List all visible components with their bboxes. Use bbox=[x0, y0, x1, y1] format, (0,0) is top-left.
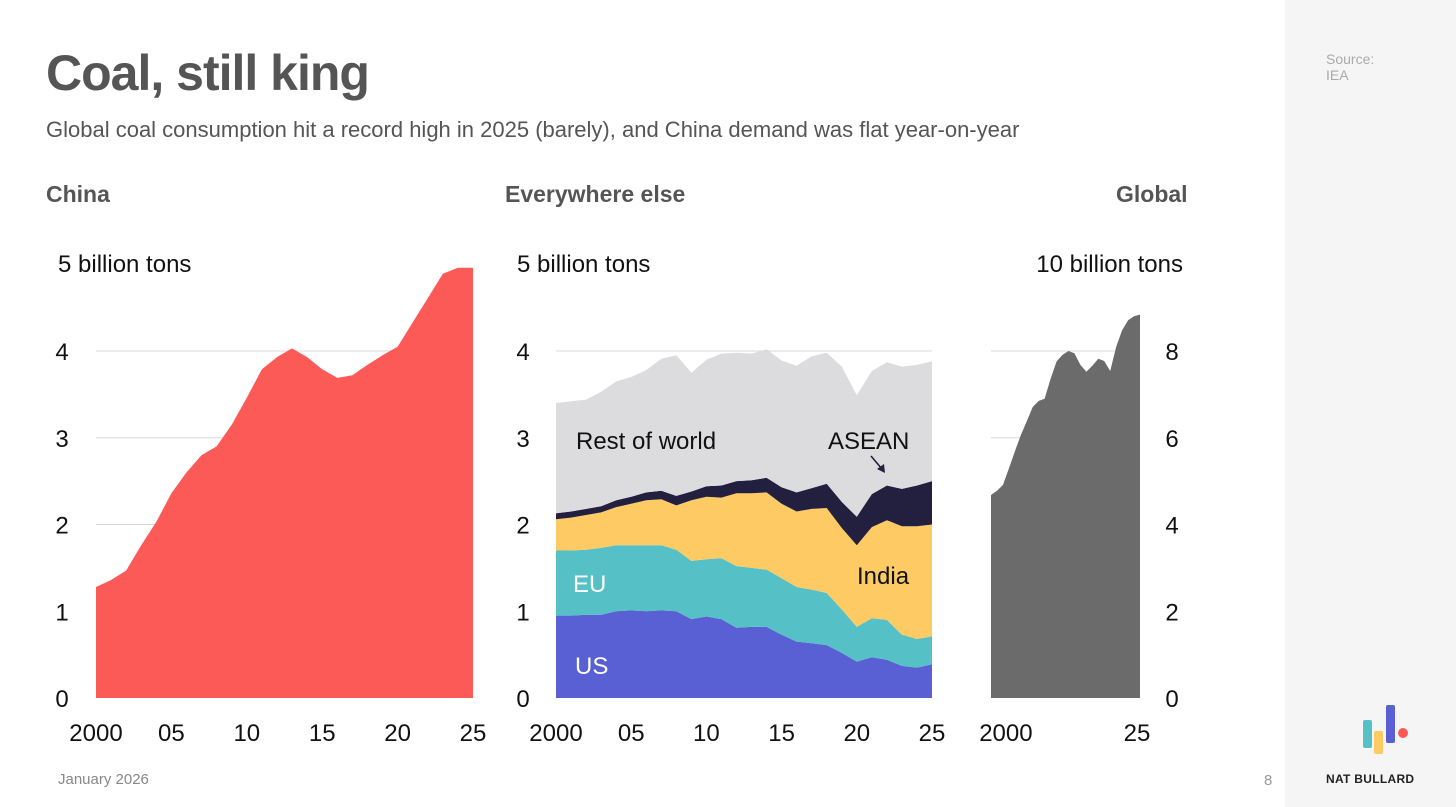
x-tick-label: 15 bbox=[768, 720, 795, 747]
page-subtitle: Global coal consumption hit a record hig… bbox=[46, 117, 1020, 142]
y-tick-label: 0 bbox=[516, 686, 529, 713]
unit-label: 5 billion tons bbox=[58, 251, 191, 278]
rest-of-world-area bbox=[556, 349, 932, 517]
chart-2: 0 2 4 6 8 10 billion tons 2000 25 bbox=[979, 251, 1183, 747]
x-tick-label: 10 bbox=[693, 720, 720, 747]
y-tick-label: 3 bbox=[55, 426, 68, 453]
global-area bbox=[991, 314, 1140, 698]
y-tick-label: 6 bbox=[1165, 426, 1178, 453]
source-label: Source: bbox=[1326, 51, 1375, 67]
eu-area bbox=[556, 545, 932, 668]
x-tick-label: 05 bbox=[618, 720, 645, 747]
everywhere-else-heading: Everywhere else bbox=[505, 181, 686, 207]
y-tick-label: 0 bbox=[55, 686, 68, 713]
x-tick-label: 10 bbox=[233, 720, 260, 747]
y-tick-label: 2 bbox=[516, 513, 529, 540]
india-label: India bbox=[857, 563, 910, 590]
chart-1: 0 1 2 3 4 5 billion tons 2000 05 10 15 20 25 bbox=[516, 251, 945, 747]
unit-label: 5 billion tons bbox=[517, 251, 650, 278]
india-area bbox=[556, 492, 932, 639]
x-tick-label: 20 bbox=[384, 720, 411, 747]
unit-label: 10 billion tons bbox=[1036, 251, 1183, 278]
eu-label: EU bbox=[573, 571, 606, 598]
y-tick-label: 0 bbox=[1165, 686, 1178, 713]
page-number: 8 bbox=[1264, 772, 1273, 789]
chart-0: 0 1 2 3 4 5 billion tons 2000 05 10 15 20 25 bbox=[55, 251, 486, 747]
x-tick-label: 25 bbox=[460, 720, 487, 747]
asean-area bbox=[556, 477, 932, 546]
side-panel: Source: IEA NAT BULLARD bbox=[1285, 0, 1456, 807]
x-tick-label: 2000 bbox=[979, 720, 1032, 747]
y-tick-label: 4 bbox=[55, 339, 68, 366]
y-tick-label: 3 bbox=[516, 426, 529, 453]
rest-of-world-label: Rest of world bbox=[576, 428, 716, 455]
x-tick-label: 2000 bbox=[69, 720, 122, 747]
asean-arrowhead-icon bbox=[877, 464, 885, 473]
x-tick-label: 25 bbox=[1124, 720, 1151, 747]
y-tick-label: 4 bbox=[516, 339, 529, 366]
x-tick-label: 2000 bbox=[529, 720, 582, 747]
date: January 2026 bbox=[58, 771, 149, 788]
asean-label: ASEAN bbox=[828, 428, 909, 455]
china-heading: China bbox=[46, 181, 110, 207]
x-tick-label: 20 bbox=[843, 720, 870, 747]
y-tick-label: 2 bbox=[1165, 599, 1178, 626]
y-tick-label: 2 bbox=[55, 513, 68, 540]
y-tick-label: 1 bbox=[55, 599, 68, 626]
china-area bbox=[96, 267, 473, 698]
x-tick-label: 25 bbox=[919, 720, 946, 747]
us-label: US bbox=[575, 653, 608, 680]
brand-name: NAT BULLARD bbox=[1326, 772, 1415, 786]
y-tick-label: 1 bbox=[516, 599, 529, 626]
x-tick-label: 05 bbox=[158, 720, 185, 747]
brand-logo-icon bbox=[1363, 705, 1408, 754]
page-title: Coal, still king bbox=[46, 45, 370, 101]
us-area bbox=[556, 610, 932, 698]
source-value: IEA bbox=[1326, 67, 1349, 83]
y-tick-label: 8 bbox=[1165, 339, 1178, 366]
source-note: Source: IEA bbox=[1326, 51, 1426, 83]
global-heading: Global bbox=[1116, 181, 1188, 207]
y-tick-label: 4 bbox=[1165, 513, 1178, 540]
x-tick-label: 15 bbox=[309, 720, 336, 747]
